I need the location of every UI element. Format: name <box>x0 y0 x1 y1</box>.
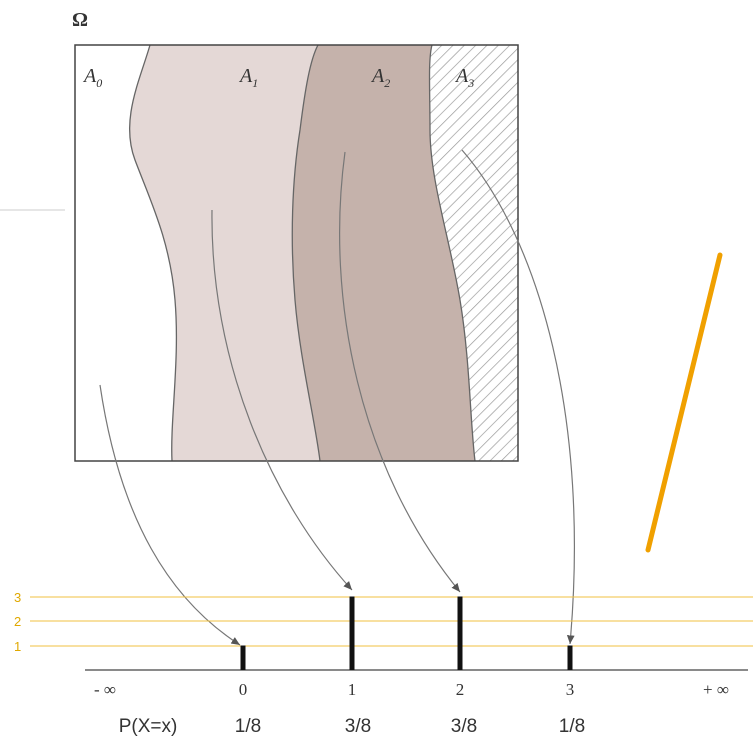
probability-value-1: 3/8 <box>345 716 371 737</box>
sample-space <box>75 45 518 461</box>
probability-value-0: 1/8 <box>235 716 261 737</box>
region-a2 <box>292 45 475 461</box>
mapping-arrow-a2 <box>339 151 461 593</box>
probability-bar-0 <box>240 645 246 670</box>
axis-plus-infinity: + ∞ <box>703 680 729 699</box>
annotation-stroke <box>645 252 723 553</box>
probability-value-2: 3/8 <box>451 716 477 737</box>
probability-row-label: P(X=x) <box>119 716 178 737</box>
probability-value-3: 1/8 <box>559 716 585 737</box>
probability-bar-2 <box>457 596 463 670</box>
probability-bar-3 <box>567 645 573 670</box>
axis-tick-0: 0 <box>239 680 248 699</box>
omega-label: Ω <box>72 9 88 31</box>
region-label-a0: A0 <box>82 65 102 90</box>
region-a1 <box>129 45 320 461</box>
region-label-a1: A1 <box>238 65 258 90</box>
axis-tick-3: 3 <box>566 680 575 699</box>
region-label-a3: A3 <box>454 65 474 90</box>
probability-bar-1 <box>349 596 355 670</box>
region-a3 <box>429 45 518 461</box>
guide-label-2: 2 <box>14 614 21 629</box>
probability-bars <box>240 596 573 670</box>
sample-space-border <box>74 44 519 462</box>
mapping-arrow-a1 <box>211 209 353 591</box>
mapping-arrow-a0 <box>99 384 241 646</box>
axis-tick-2: 2 <box>456 680 465 699</box>
region-label-a2: A2 <box>370 65 390 90</box>
mapping-arrow-a3 <box>461 149 575 645</box>
guide-label-1: 1 <box>14 639 21 654</box>
guide-lines: 3 2 1 <box>14 590 753 654</box>
guide-label-3: 3 <box>14 590 21 605</box>
axis-minus-infinity: - ∞ <box>94 680 116 699</box>
axis-tick-1: 1 <box>348 680 357 699</box>
